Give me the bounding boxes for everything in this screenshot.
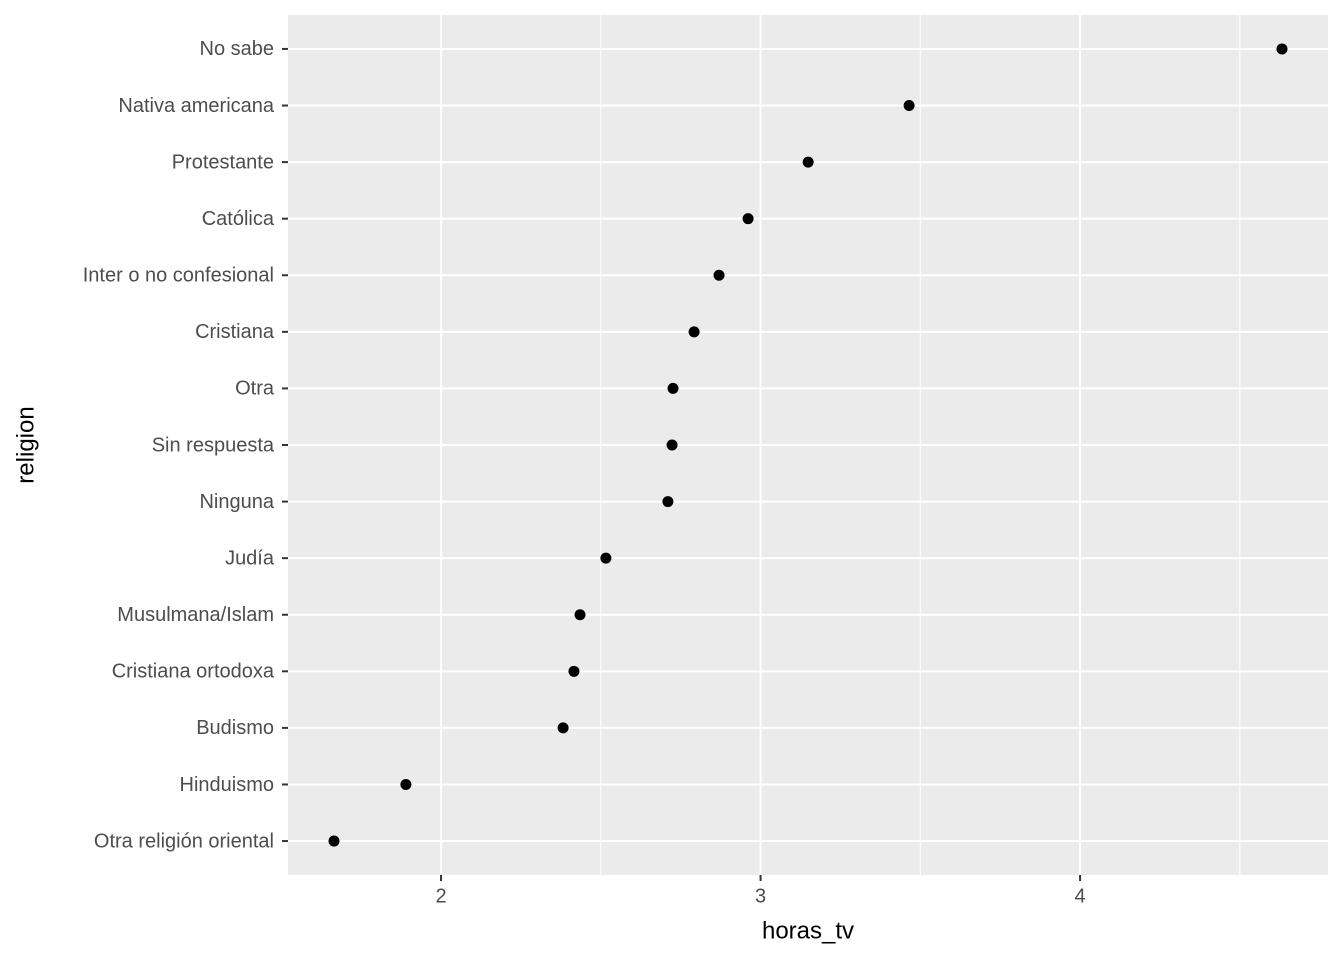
point	[742, 213, 754, 225]
point	[667, 382, 679, 394]
y-tick-label: Judía	[225, 547, 275, 569]
point	[557, 722, 569, 734]
point	[713, 269, 725, 281]
point	[662, 496, 674, 508]
y-tick-label: Hinduismo	[180, 774, 274, 796]
y-tick-label: Protestante	[172, 151, 274, 173]
point	[802, 156, 814, 168]
point	[400, 778, 412, 790]
y-tick-label: Cristiana	[195, 321, 275, 343]
y-tick-label: Otra religión oriental	[94, 830, 274, 852]
x-tick-label: 3	[755, 885, 766, 907]
x-tick-label: 2	[435, 885, 446, 907]
y-tick-label: No sabe	[200, 38, 275, 60]
y-tick-label: Sin respuesta	[152, 434, 275, 456]
y-tick-label: Católica	[202, 208, 275, 230]
point	[568, 665, 580, 677]
point	[666, 439, 678, 451]
y-tick-label: Nativa americana	[118, 95, 275, 117]
x-axis-title: horas_tv	[762, 917, 854, 944]
y-tick-label: Musulmana/Islam	[117, 604, 274, 626]
y-tick-label: Cristiana ortodoxa	[112, 661, 275, 683]
y-tick-label: Ninguna	[199, 491, 274, 513]
x-tick-label: 4	[1074, 885, 1085, 907]
point	[1276, 43, 1288, 55]
point	[600, 552, 612, 564]
point	[903, 100, 915, 112]
point	[328, 835, 340, 847]
point	[688, 326, 700, 338]
y-tick-label: Otra	[235, 378, 275, 400]
y-tick-label: Inter o no confesional	[83, 265, 274, 287]
y-tick-label: Budismo	[196, 717, 274, 739]
point	[574, 609, 586, 621]
y-axis-title: religion	[12, 406, 39, 483]
